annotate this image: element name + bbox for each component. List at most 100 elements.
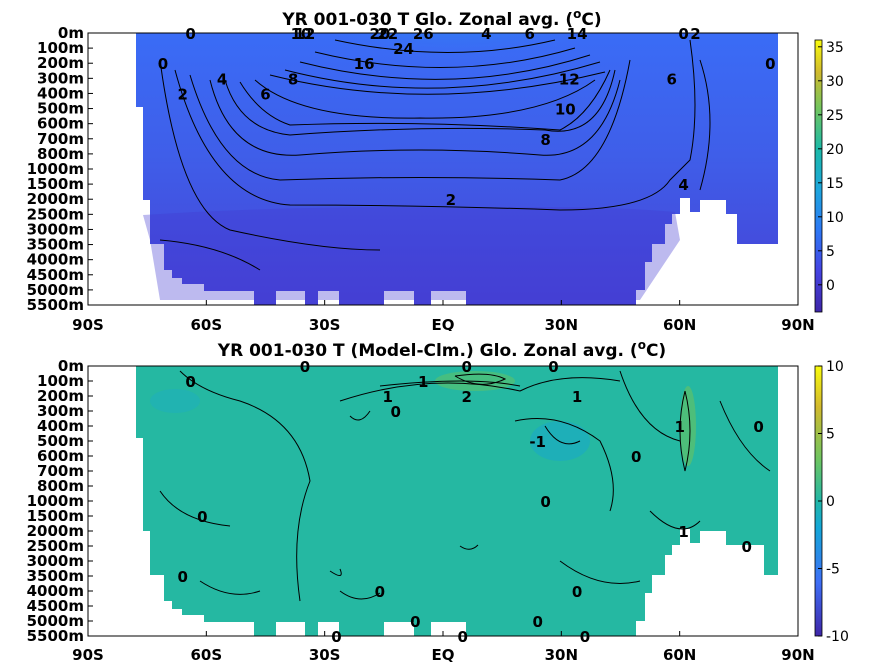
y-tick-label: 5500m [27, 296, 84, 314]
contour-label: 8 [540, 131, 550, 149]
contour-label: 0 [765, 55, 775, 73]
contour-label: 2 [446, 191, 456, 209]
y-tick-label: 5000m [27, 281, 84, 299]
y-tick-label: 4000m [27, 251, 84, 269]
y-tick-label: 2500m [27, 205, 84, 223]
contour-label: 0 [742, 538, 752, 556]
y-tick-label: 0m [58, 357, 84, 375]
contour-label: 2 [461, 388, 471, 406]
y-tick-label: 200m [37, 387, 84, 405]
y-tick-label: 800m [37, 145, 84, 163]
contour-label: 0 [177, 568, 187, 586]
contour-label: 2 [177, 85, 187, 103]
contour-label: 1 [678, 523, 688, 541]
colorbar-tick-label: -5 [826, 562, 840, 578]
chart-title: YR 001-030 T Glo. Zonal avg. (oC) [281, 7, 601, 30]
y-tick-label: 500m [37, 100, 84, 118]
y-tick-label: 4500m [27, 266, 84, 284]
contour-label: 0 [158, 55, 168, 73]
colorbar-tick-label: 5 [826, 427, 835, 443]
y-tick-label: 300m [37, 402, 84, 420]
x-axis-ticks: 90S 60S 30S EQ 30N 60N 90N [72, 300, 815, 334]
y-tick-label: 800m [37, 477, 84, 495]
y-tick-label: 3500m [27, 567, 84, 585]
colorbar-ticks: 35 30 25 20 15 10 5 0 [818, 40, 844, 294]
y-tick-label: 2000m [27, 522, 84, 540]
y-tick-label: 600m [37, 115, 84, 133]
y-tick-label: 5500m [27, 627, 84, 645]
deep-cold-layer [143, 207, 680, 300]
chart-panel-model-minus-climatology: YR 001-030 T (Model-Clm.) Glo. Zonal avg… [0, 331, 884, 664]
contour-label: 0 [185, 25, 195, 43]
y-tick-label: 5000m [27, 612, 84, 630]
contour-label: 26 [413, 25, 434, 43]
y-tick-label: 1500m [27, 175, 84, 193]
x-tick-label: 90N [781, 646, 814, 663]
contour-label: 4 [481, 25, 491, 43]
colorbar-tick-label: -10 [826, 629, 849, 645]
x-tick-label: 30S [309, 646, 341, 663]
contour-label: 6 [667, 70, 677, 88]
contour-lines [159, 39, 711, 271]
y-tick-label: 1000m [27, 160, 84, 178]
contour-label: 0 [631, 448, 641, 466]
y-tick-label: 4000m [27, 582, 84, 600]
contour-label: 0 [331, 628, 341, 646]
contour-label: 10 [291, 25, 312, 43]
contour-label: 1 [572, 388, 582, 406]
x-tick-label: 60S [190, 316, 222, 331]
colorbar-tick-label: 25 [826, 108, 844, 124]
cold-anomaly-30n [530, 421, 590, 461]
x-tick-label: 90S [72, 316, 104, 331]
chart-title: YR 001-030 T (Model-Clm.) Glo. Zonal avg… [217, 338, 666, 361]
y-tick-label: 4500m [27, 597, 84, 615]
contour-label: 0 [300, 358, 310, 376]
contour-label: 0 [580, 628, 590, 646]
y-tick-label: 1500m [27, 507, 84, 525]
contour-label: 1 [674, 418, 684, 436]
y-tick-label: 3000m [27, 552, 84, 570]
contour-label: 0 [461, 358, 471, 376]
chart-svg-model-minus-climatology: YR 001-030 T (Model-Clm.) Glo. Zonal avg… [27, 338, 849, 664]
x-tick-label: 60S [190, 646, 222, 663]
colorbar-tick-label: 30 [826, 74, 844, 90]
y-tick-label: 1000m [27, 492, 84, 510]
colorbar-tick-label: 35 [826, 40, 844, 56]
contour-label: 0 [197, 508, 207, 526]
y-tick-label: 700m [37, 130, 84, 148]
heatmap-field [136, 366, 778, 636]
colorbar-tick-label: 10 [826, 359, 844, 375]
contour-label: 0 [532, 613, 542, 631]
contour-label: -1 [529, 433, 546, 451]
y-tick-label: 300m [37, 69, 84, 87]
x-tick-label: 30S [309, 316, 341, 331]
contour-label: 0 [753, 418, 763, 436]
y-tick-label: 2000m [27, 190, 84, 208]
contour-label: 20 [369, 25, 390, 43]
colorbar-ticks: 10 5 0 -5 -10 [818, 359, 849, 645]
y-tick-label: 100m [37, 39, 84, 57]
x-axis-ticks: 90S 60S 30S EQ 30N 60N 90N [72, 631, 815, 664]
contour-label: 6 [260, 85, 270, 103]
heatmap-field [136, 33, 778, 305]
contour-label: 0 [572, 583, 582, 601]
x-tick-label: 90S [72, 646, 104, 663]
contour-label: 6 [525, 25, 535, 43]
contour-label: 0 [548, 358, 558, 376]
x-tick-label: EQ [432, 316, 455, 331]
colorbar-tick-label: 20 [826, 142, 844, 158]
y-tick-label: 0m [58, 24, 84, 42]
x-tick-label: 30N [545, 316, 578, 331]
x-tick-label: 60N [663, 646, 696, 663]
contour-label: 0 [458, 628, 468, 646]
contour-label: 0 [678, 25, 688, 43]
contour-label: 16 [354, 55, 375, 73]
contour-label: 2 [690, 25, 700, 43]
colorbar-tick-label: 15 [826, 176, 844, 192]
colorbar [814, 39, 823, 313]
contour-label: 10 [555, 101, 576, 119]
colorbar-tick-label: 0 [826, 494, 835, 510]
x-tick-label: 60N [663, 316, 696, 331]
contour-label: 4 [217, 70, 227, 88]
